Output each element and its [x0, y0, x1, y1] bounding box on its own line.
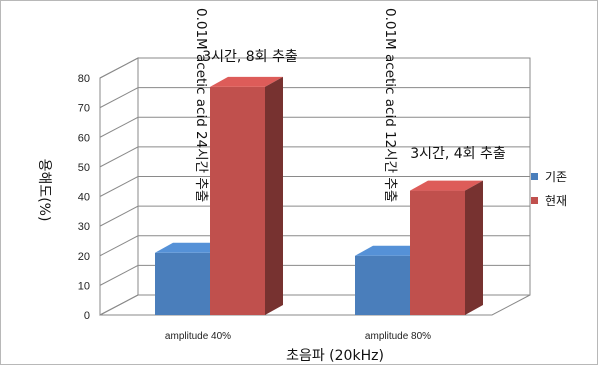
gridline: [99, 146, 530, 168]
bar-top-annotation: 3시간, 8회 추출: [202, 49, 298, 65]
vertical-annotation: 0.01M acetic acid 12시간 추출: [382, 8, 398, 202]
bar-top-face: [410, 180, 483, 191]
y-tick-label: 40: [78, 192, 90, 204]
y-tick-label: 50: [78, 162, 90, 174]
bar-front: [410, 190, 465, 315]
bars: [155, 76, 483, 315]
bar: [210, 76, 283, 315]
bar-top-annotation: 3시간, 4회 추출: [410, 146, 506, 162]
legend-swatch: [531, 197, 538, 204]
vertical-annotation: 0.01M acetic acid 24시간 추출: [193, 8, 209, 202]
legend-label: 현재: [545, 194, 567, 208]
bar-front: [155, 252, 210, 315]
bar: [410, 180, 483, 315]
gridline: [99, 235, 530, 257]
category-labels: amplitude 40% amplitude 80%: [165, 331, 431, 342]
y-tick-label: 10: [78, 280, 90, 292]
annotations: 3시간, 8회 추출 3시간, 4회 추출 0.01M acetic acid 24…: [193, 8, 506, 202]
gridline: [99, 116, 530, 138]
gridline: [99, 87, 530, 109]
bar-top-face: [155, 242, 228, 253]
gridline: [99, 205, 530, 227]
y-tick-label: 80: [78, 73, 90, 85]
bar-front: [355, 255, 410, 315]
y-tick-label: 70: [78, 103, 90, 115]
y-tick-label: 30: [78, 221, 90, 233]
bar-side-face: [465, 180, 483, 315]
gridline: [99, 57, 530, 79]
category-label: amplitude 40%: [165, 331, 231, 342]
bar-front: [210, 86, 265, 315]
y-axis-title: 용해도(%): [36, 159, 52, 222]
y-tick-label: 60: [78, 132, 90, 144]
x-axis-title: 초음파 (20kHz): [286, 348, 384, 364]
y-tick-labels: 0 10 20 30 40 50 60 70 80: [78, 73, 90, 322]
y-tick-label: 0: [84, 310, 90, 322]
gridline: [99, 176, 530, 197]
bar-top-face: [210, 76, 283, 87]
y-tick-label: 20: [78, 251, 90, 263]
bar-top-face: [355, 245, 428, 256]
legend-label: 기존: [545, 170, 567, 184]
category-label: amplitude 80%: [365, 331, 431, 342]
legend-swatch: [531, 173, 538, 180]
bar-side-face: [265, 76, 283, 315]
